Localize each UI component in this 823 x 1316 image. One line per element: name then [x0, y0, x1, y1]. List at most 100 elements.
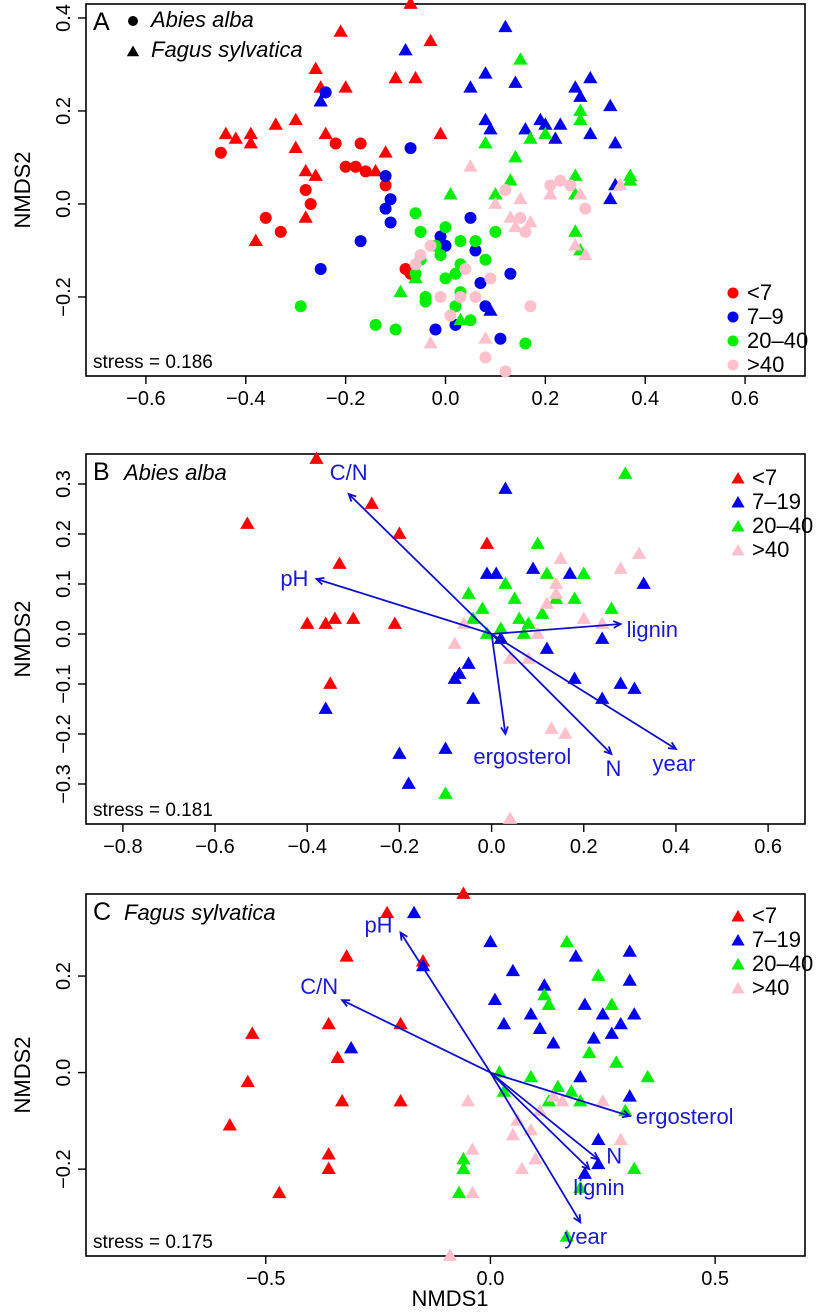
- data-point: [461, 656, 476, 669]
- data-point: [304, 197, 317, 210]
- data-point: [309, 451, 324, 464]
- data-point: [268, 117, 283, 130]
- data-point: [583, 126, 598, 140]
- data-point: [384, 193, 397, 206]
- data-point: [392, 746, 407, 759]
- data-point: [294, 300, 307, 313]
- y-tick-label: −0.2: [53, 1149, 75, 1188]
- data-point: [525, 561, 541, 574]
- data-point: [484, 272, 497, 285]
- data-point: [618, 466, 633, 479]
- data-point: [548, 131, 563, 144]
- data-point: [498, 19, 513, 33]
- arrow-head-icon: [573, 1214, 582, 1224]
- data-point: [469, 290, 482, 303]
- data-point: [354, 137, 367, 150]
- data-point: [523, 131, 538, 144]
- arrow-label: ergosterol: [473, 744, 571, 769]
- data-point: [298, 163, 313, 177]
- y-tick-label: 0.2: [53, 520, 75, 548]
- data-point: [447, 636, 462, 649]
- arrow-label: N: [605, 756, 621, 781]
- data-point: [519, 337, 532, 350]
- data-point: [438, 741, 453, 754]
- x-tick-label: 0.5: [701, 1268, 729, 1290]
- data-point: [454, 235, 467, 248]
- data-point: [523, 215, 538, 228]
- envfit-arrow: [490, 1071, 631, 1117]
- data-point: [408, 270, 423, 284]
- data-point: [449, 267, 462, 280]
- data-point: [332, 556, 347, 569]
- panel-c: −0.5 0.0 0.5 −0.2 0.0 0.2 NMDS2 C Fagus sylvatic…: [10, 886, 813, 1290]
- x-tick-label: −0.6: [195, 836, 234, 858]
- data-point: [478, 66, 493, 79]
- data-point: [245, 1026, 260, 1039]
- data-point: [338, 80, 353, 93]
- data-point: [354, 235, 367, 248]
- y-tick-label: 0.0: [53, 1059, 75, 1087]
- arrow-label: year: [564, 1224, 607, 1249]
- legend-label: >40: [747, 352, 784, 377]
- data-point: [530, 536, 545, 549]
- data-point: [558, 726, 573, 739]
- data-point: [568, 80, 583, 93]
- data-point: [479, 566, 495, 579]
- data-point: [321, 1016, 336, 1030]
- y-axis-label: NMDS2: [10, 1036, 35, 1113]
- data-point: [464, 211, 477, 224]
- x-tick-label: 0.2: [570, 836, 598, 858]
- species-label: Fagus sylvatica: [124, 900, 276, 925]
- data-point: [502, 651, 518, 664]
- data-point: [573, 89, 588, 102]
- data-point: [504, 267, 517, 280]
- data-point: [604, 601, 619, 614]
- panel-letter: C: [93, 898, 111, 926]
- x-tick-label: −0.6: [126, 388, 165, 410]
- data-point: [434, 230, 447, 243]
- data-point: [559, 1229, 574, 1242]
- data-point: [419, 290, 432, 303]
- arrow-label: pH: [280, 566, 308, 591]
- data-point: [550, 1079, 565, 1092]
- data-point: [222, 1118, 237, 1131]
- data-point: [463, 80, 478, 93]
- stress-label: stress = 0.186: [93, 352, 213, 373]
- data-point: [414, 249, 427, 262]
- data-point: [335, 1094, 350, 1107]
- envfit-arrow: [489, 1071, 599, 1161]
- data-point: [613, 1132, 628, 1146]
- data-point: [636, 576, 651, 589]
- data-point: [538, 126, 553, 140]
- data-point: [503, 173, 518, 186]
- data-point: [474, 277, 487, 289]
- data-point: [539, 596, 555, 609]
- data-point: [388, 70, 403, 84]
- data-point: [568, 238, 583, 251]
- data-point: [613, 1016, 628, 1030]
- envfit-arrow: [348, 493, 493, 635]
- data-point: [508, 75, 523, 88]
- arrow-label: pH: [364, 913, 392, 938]
- data-point: [479, 536, 495, 549]
- data-point: [456, 1151, 471, 1165]
- data-point: [401, 776, 416, 789]
- arrow-head-icon: [347, 492, 357, 502]
- data-point: [318, 126, 333, 140]
- legend-marker: [731, 982, 745, 994]
- data-point: [300, 616, 315, 629]
- data-point: [513, 191, 528, 205]
- data-point: [434, 290, 447, 303]
- data-point: [346, 611, 361, 624]
- data-point: [452, 666, 467, 679]
- data-point: [567, 671, 582, 684]
- y-axis-label: NMDS2: [10, 151, 35, 228]
- shape-legend-label: Fagus sylvatica: [151, 37, 303, 62]
- data-point: [554, 174, 567, 187]
- data-point: [272, 1185, 287, 1199]
- arrow-head-icon: [667, 741, 678, 751]
- arrow-head-icon: [621, 1109, 632, 1119]
- y-tick-label: 0.2: [53, 97, 75, 125]
- data-point: [318, 701, 333, 714]
